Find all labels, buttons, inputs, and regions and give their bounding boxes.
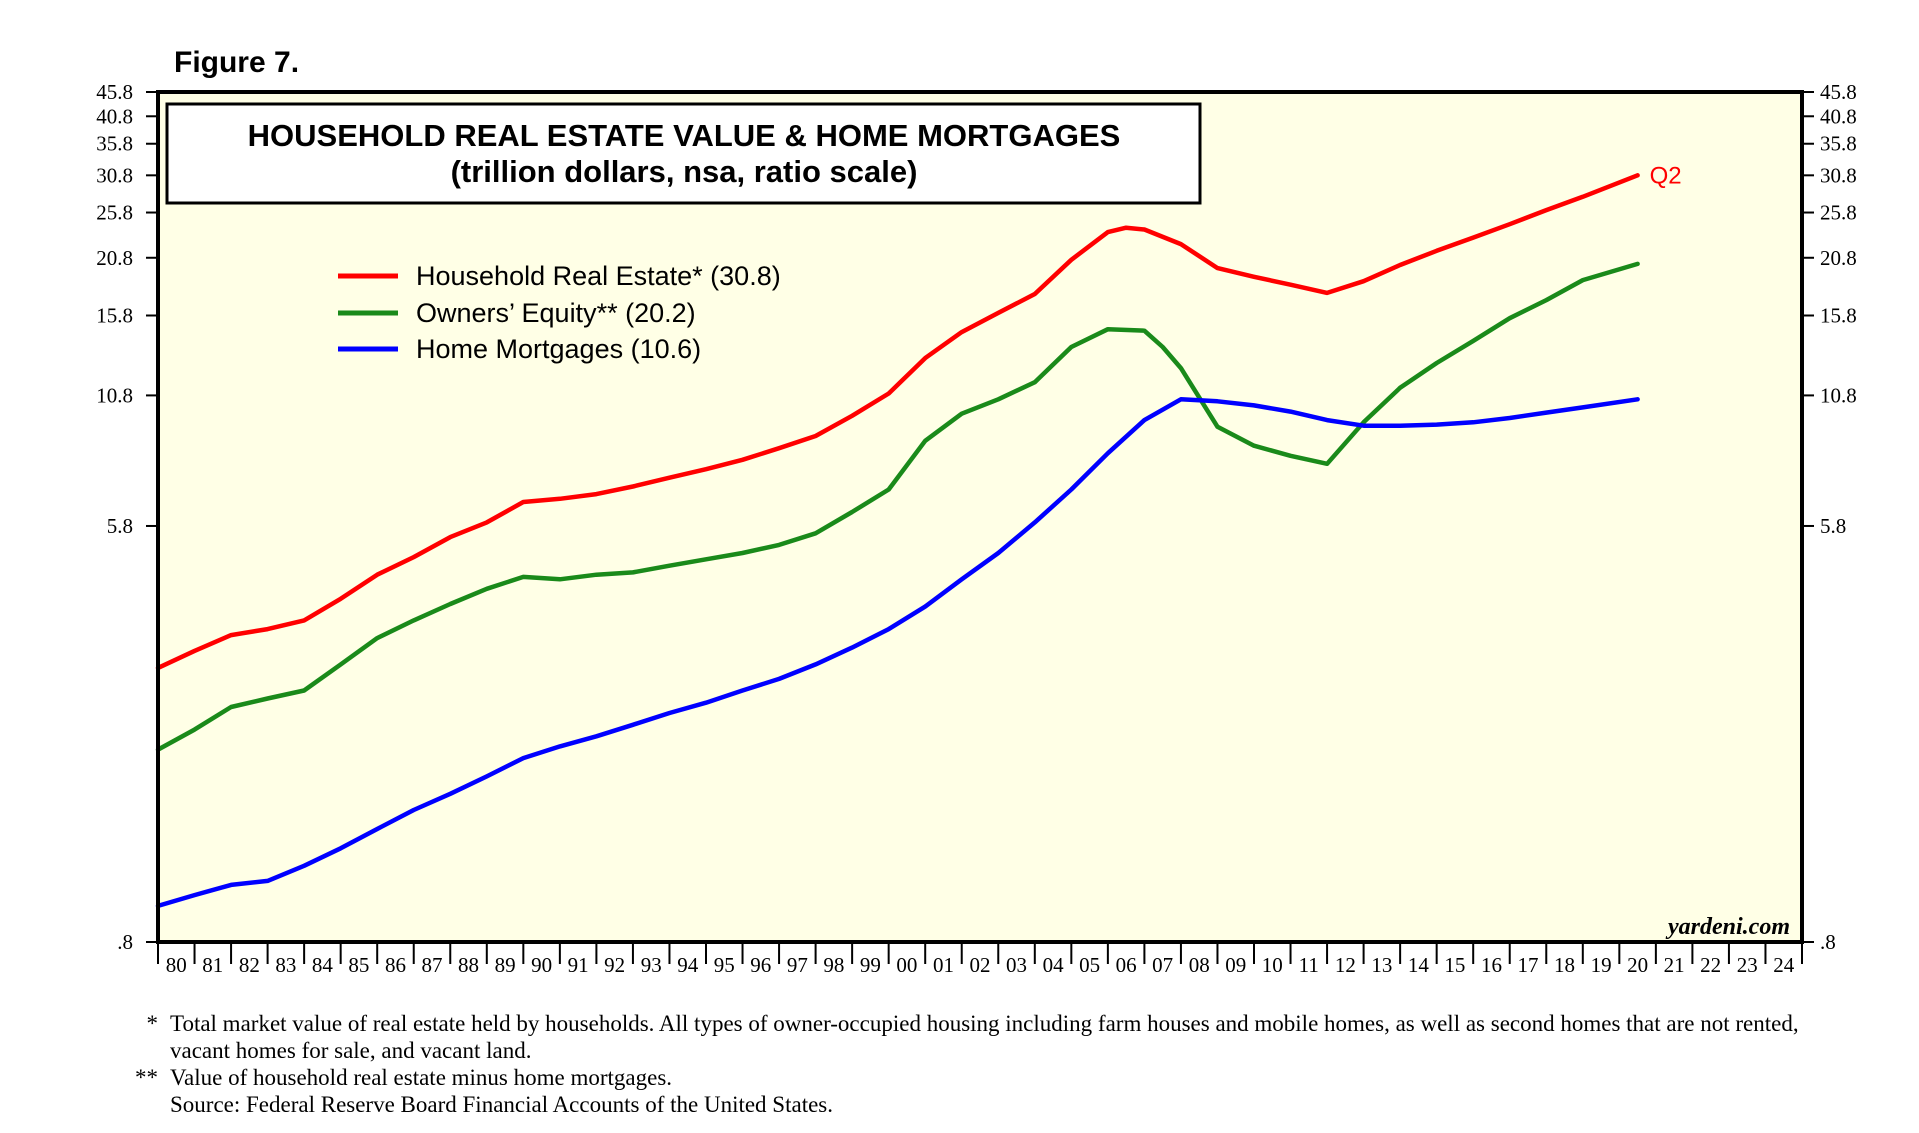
x-tick-label: 98 — [823, 953, 844, 977]
footnotes: * Total market value of real estate held… — [110, 1010, 1810, 1118]
x-tick-label: 13 — [1371, 953, 1392, 977]
footnote-mark — [110, 1091, 170, 1118]
x-tick-label: 95 — [714, 953, 735, 977]
x-tick-label: 02 — [970, 953, 991, 977]
x-tick-label: 10 — [1262, 953, 1283, 977]
y-tick-label: 40.8 — [1820, 104, 1857, 128]
x-tick-label: 22 — [1700, 953, 1721, 977]
x-tick-label: 92 — [604, 953, 625, 977]
x-tick-label: 24 — [1773, 953, 1795, 977]
chart-subtitle: (trillion dollars, nsa, ratio scale) — [451, 154, 918, 189]
footnote: * Total market value of real estate held… — [110, 1010, 1810, 1064]
x-tick-label: 88 — [458, 953, 479, 977]
x-tick-label: 90 — [531, 953, 552, 977]
series-lines — [155, 173, 1640, 909]
x-tick-label: 00 — [896, 953, 917, 977]
y-axis-left: .8 5.8 10.8 15.8 20.8 25.8 30.8 35.8 40.845.8 — [96, 80, 133, 954]
y-tick-label: 5.8 — [1820, 514, 1846, 538]
x-tick-label: 96 — [750, 953, 771, 977]
x-tick-label: 87 — [422, 953, 443, 977]
end-annotation: Q2 — [1650, 162, 1682, 189]
plot-frame — [156, 90, 1804, 944]
x-tick-label: 82 — [239, 953, 260, 977]
y-tick-label: 25.8 — [96, 201, 133, 225]
x-tick-label: 01 — [933, 953, 954, 977]
x-tick-label: 09 — [1225, 953, 1246, 977]
y-tick-label: 15.8 — [1820, 304, 1857, 328]
x-tick-label: 94 — [677, 953, 699, 977]
x-tick-label: 04 — [1043, 953, 1065, 977]
x-tick-label: 17 — [1518, 953, 1539, 977]
x-tick-label: 18 — [1554, 953, 1575, 977]
x-tick-label: 06 — [1116, 953, 1137, 977]
x-tick-label: 12 — [1335, 953, 1356, 977]
owners-equity-line — [155, 261, 1640, 752]
y-tick-label: 40.8 — [96, 104, 133, 128]
legend-label-equity: Owners’ Equity** (20.2) — [416, 298, 696, 328]
source-watermark: yardeni.com — [1665, 914, 1790, 940]
x-tick-label: 07 — [1152, 953, 1173, 977]
y-tick-label: 10.8 — [96, 383, 133, 407]
y-tick-label: 5.8 — [107, 514, 133, 538]
x-tick-label: 23 — [1737, 953, 1758, 977]
x-axis: 80 81 82 83 84 85 86 87 88 89 90 91 92 93 94 95 96 97 98 99… — [166, 953, 1795, 977]
y-tick-label: 35.8 — [1820, 132, 1857, 156]
y-tick-label: 35.8 — [96, 132, 133, 156]
axis-ticks — [146, 91, 1814, 964]
legend-label-real-estate: Household Real Estate* (30.8) — [416, 261, 781, 291]
x-tick-label: 80 — [166, 953, 187, 977]
y-tick-label: 45.8 — [1820, 80, 1857, 104]
footnote-mark: ** — [135, 1065, 158, 1090]
x-tick-label: 81 — [202, 953, 223, 977]
footnote-text: Source: Federal Reserve Board Financial … — [170, 1092, 833, 1117]
y-tick-label: .8 — [117, 930, 133, 954]
y-tick-label: 15.8 — [96, 304, 133, 328]
y-tick-label: .8 — [1820, 930, 1836, 954]
x-tick-label: 16 — [1481, 953, 1502, 977]
x-tick-label: 85 — [348, 953, 369, 977]
y-tick-label: 20.8 — [1820, 246, 1857, 270]
x-tick-label: 03 — [1006, 953, 1027, 977]
legend-label-mortgages: Home Mortgages (10.6) — [416, 334, 701, 364]
x-tick-label: 97 — [787, 953, 808, 977]
real-estate-line — [155, 173, 1640, 671]
x-tick-label: 15 — [1444, 953, 1465, 977]
y-tick-label: 20.8 — [96, 246, 133, 270]
x-tick-label: 99 — [860, 953, 881, 977]
x-tick-label: 11 — [1299, 953, 1319, 977]
footnote-text: Value of household real estate minus hom… — [170, 1065, 673, 1090]
legend: Household Real Estate* (30.8) Owners’ Eq… — [338, 261, 781, 364]
x-tick-label: 84 — [312, 953, 334, 977]
x-tick-label: 14 — [1408, 953, 1430, 977]
home-mortgages-line — [155, 397, 1640, 909]
x-tick-label: 86 — [385, 953, 406, 977]
y-tick-label: 30.8 — [96, 163, 133, 187]
chart-title: HOUSEHOLD REAL ESTATE VALUE & HOME MORTG… — [248, 118, 1121, 153]
x-tick-label: 20 — [1627, 953, 1648, 977]
x-tick-label: 08 — [1189, 953, 1210, 977]
figure-label: Figure 7. — [174, 46, 299, 79]
y-tick-label: 30.8 — [1820, 163, 1857, 187]
x-tick-label: 05 — [1079, 953, 1100, 977]
x-tick-label: 19 — [1591, 953, 1612, 977]
footnote-text: Total market value of real estate held b… — [170, 1011, 1799, 1063]
x-tick-label: 21 — [1664, 953, 1685, 977]
x-tick-label: 89 — [495, 953, 516, 977]
x-tick-label: 83 — [275, 953, 296, 977]
footnote-mark: * — [146, 1011, 159, 1036]
title-box: HOUSEHOLD REAL ESTATE VALUE & HOME MORTG… — [165, 102, 1202, 205]
y-tick-label: 25.8 — [1820, 201, 1857, 225]
x-tick-label: 93 — [641, 953, 662, 977]
footnote: ** Value of household real estate minus … — [110, 1064, 1810, 1091]
y-axis-right: .8 5.8 10.8 15.8 20.8 25.8 30.8 35.8 40.845.8 — [1820, 80, 1857, 954]
footnote: Source: Federal Reserve Board Financial … — [110, 1091, 1810, 1118]
y-tick-label: 10.8 — [1820, 383, 1857, 407]
y-tick-label: 45.8 — [96, 80, 133, 104]
x-tick-label: 91 — [568, 953, 589, 977]
